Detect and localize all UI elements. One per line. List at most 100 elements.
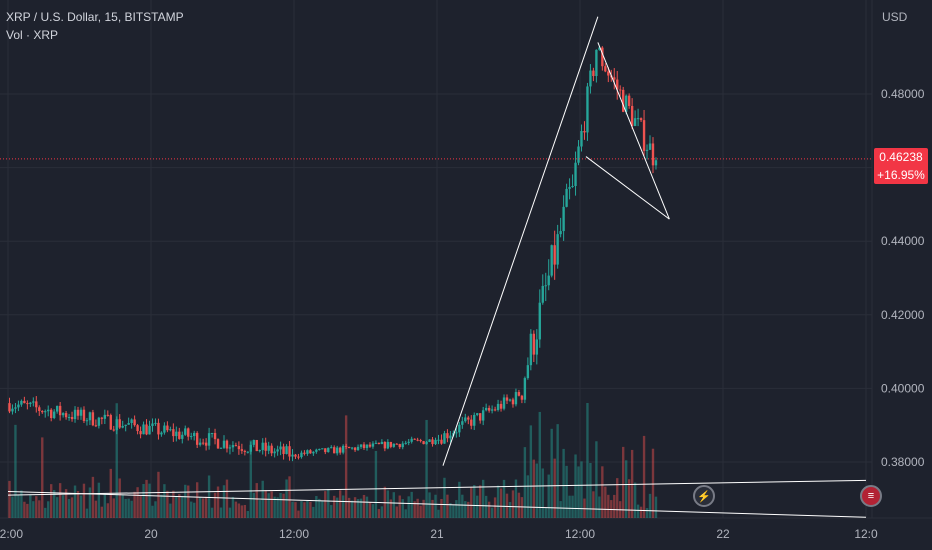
candle-body xyxy=(371,443,375,447)
candle-body xyxy=(404,442,407,444)
volume-bar xyxy=(484,495,488,518)
volume-bar xyxy=(8,480,11,518)
candle-body xyxy=(261,442,264,451)
currency-label: USD xyxy=(882,10,908,24)
candle-body xyxy=(336,447,339,454)
volume-bar xyxy=(157,471,160,518)
volume-bar xyxy=(654,496,658,518)
candle-body xyxy=(398,444,401,448)
candle-body xyxy=(538,302,541,340)
candle-body xyxy=(541,285,544,303)
candle-body xyxy=(312,451,315,454)
volume-bar xyxy=(627,479,631,518)
volume-bar xyxy=(88,487,92,518)
volume-bar xyxy=(41,437,44,518)
volume-bar xyxy=(17,495,20,518)
candle-body xyxy=(94,425,98,427)
volume-bar xyxy=(428,492,431,518)
volume-bar xyxy=(419,505,422,518)
candle-body xyxy=(425,441,428,445)
volume-bar xyxy=(443,477,446,518)
volume-bar xyxy=(163,484,166,518)
candle-body xyxy=(428,439,431,442)
volume-bar xyxy=(550,428,553,518)
volume-legend[interactable]: Vol · XRP xyxy=(6,28,59,42)
volume-bar xyxy=(580,461,583,518)
volume-bar xyxy=(470,487,473,518)
volume-bar xyxy=(401,499,404,518)
candle-body xyxy=(303,452,306,454)
volume-bar xyxy=(14,424,17,518)
volume-bar xyxy=(82,483,86,518)
candle-body xyxy=(553,245,556,265)
candle-body xyxy=(133,419,136,426)
candle-body xyxy=(204,442,208,446)
volume-bar xyxy=(648,493,652,518)
candle-body xyxy=(481,410,485,421)
candle-body xyxy=(181,434,184,439)
volume-bar xyxy=(565,465,568,518)
volume-bar xyxy=(58,483,62,518)
volume-bar xyxy=(321,501,324,518)
volume-bar xyxy=(499,488,503,518)
volume-bar xyxy=(410,491,413,518)
candle-body xyxy=(273,451,276,454)
time-tick-label: 12:00 xyxy=(0,527,23,541)
trendline xyxy=(7,490,867,518)
candle-body xyxy=(44,411,47,413)
volume-bar xyxy=(479,485,482,518)
volume-bar xyxy=(228,507,232,518)
price-tick-label: 0.48000 xyxy=(881,87,925,101)
candle-body xyxy=(616,79,619,90)
candle-body xyxy=(443,433,446,444)
volume-bar xyxy=(517,492,521,518)
volume-bar xyxy=(395,506,398,518)
chart-legend: XRP / U.S. Dollar, 15, BITSTAMP Vol · XR… xyxy=(6,8,184,44)
candle-body xyxy=(502,397,506,409)
candle-body xyxy=(91,412,95,426)
candle-body xyxy=(347,446,351,449)
candle-body xyxy=(35,401,38,408)
volume-bar xyxy=(32,501,35,518)
volume-bar xyxy=(29,494,32,518)
volume-bar xyxy=(642,435,646,518)
flag-icon[interactable]: ≡ xyxy=(860,485,882,507)
candle-body xyxy=(70,416,74,420)
candle-body xyxy=(47,409,50,412)
candle-body xyxy=(607,71,610,76)
volume-bar xyxy=(190,501,193,518)
candle-body xyxy=(58,405,62,416)
candle-body xyxy=(267,445,270,451)
volume-bar xyxy=(306,500,309,518)
candle-body xyxy=(410,438,413,442)
candle-body xyxy=(103,414,107,419)
volume-bar xyxy=(279,493,282,518)
candle-body xyxy=(38,407,41,412)
candle-body xyxy=(648,143,652,150)
candle-body xyxy=(321,448,324,450)
candle-body xyxy=(473,414,476,426)
volume-bar xyxy=(172,490,175,518)
volume-bar xyxy=(356,499,360,518)
volume-bar xyxy=(47,501,50,518)
volume-bar xyxy=(324,491,327,518)
volume-bar xyxy=(219,507,223,518)
volume-bar xyxy=(112,498,115,518)
volume-bar xyxy=(11,496,14,518)
volume-bar xyxy=(645,508,649,518)
candle-body xyxy=(154,422,157,424)
volume-bar xyxy=(94,500,98,518)
volume-bar xyxy=(67,498,71,518)
candle-body xyxy=(29,402,32,405)
volume-bar xyxy=(64,489,68,518)
candle-body xyxy=(338,447,342,453)
candle-body xyxy=(493,409,497,411)
volume-bar xyxy=(70,497,74,518)
volume-bar xyxy=(624,460,628,518)
candle-body xyxy=(437,439,440,441)
candle-body xyxy=(377,442,381,445)
candle-body xyxy=(520,395,524,400)
lightning-icon[interactable]: ⚡ xyxy=(693,485,715,507)
symbol-title[interactable]: XRP / U.S. Dollar, 15, BITSTAMP xyxy=(6,10,184,24)
